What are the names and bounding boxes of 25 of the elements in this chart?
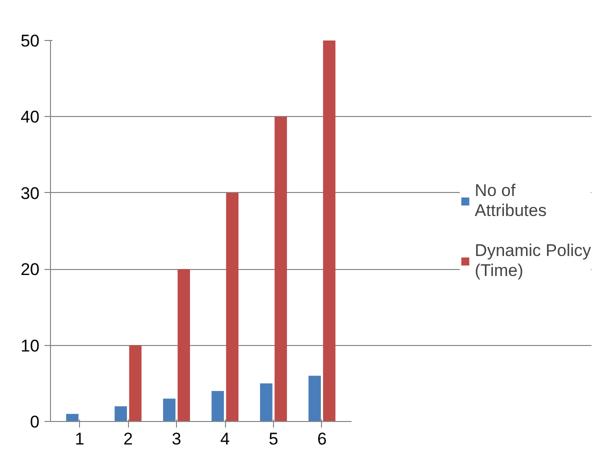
bar [212,391,224,422]
bar [274,116,287,422]
bar [260,383,272,422]
bar [308,376,321,422]
bar [129,345,142,422]
x-tick-label: 1 [74,430,84,448]
y-tick-label: 0 [30,412,40,432]
legend-label: No of Attributes [474,180,547,220]
y-tick-label: 50 [20,32,40,50]
y-tick-label: 20 [20,260,40,280]
y-tick-label: 30 [20,184,40,203]
x-tick-label: 5 [268,430,278,448]
bar [226,192,238,422]
bar [66,414,78,422]
bar [114,406,127,422]
legend-label: Dynamic Policy (Time) [474,240,591,280]
x-tick-label: 6 [317,430,327,448]
bar [323,40,336,422]
x-tick-label: 2 [123,430,133,448]
bar [163,398,176,422]
x-tick-label: 4 [220,430,230,448]
bar [178,269,190,422]
x-tick-label: 3 [172,430,182,448]
y-tick-label: 40 [20,108,40,127]
y-tick-label: 10 [20,336,40,356]
